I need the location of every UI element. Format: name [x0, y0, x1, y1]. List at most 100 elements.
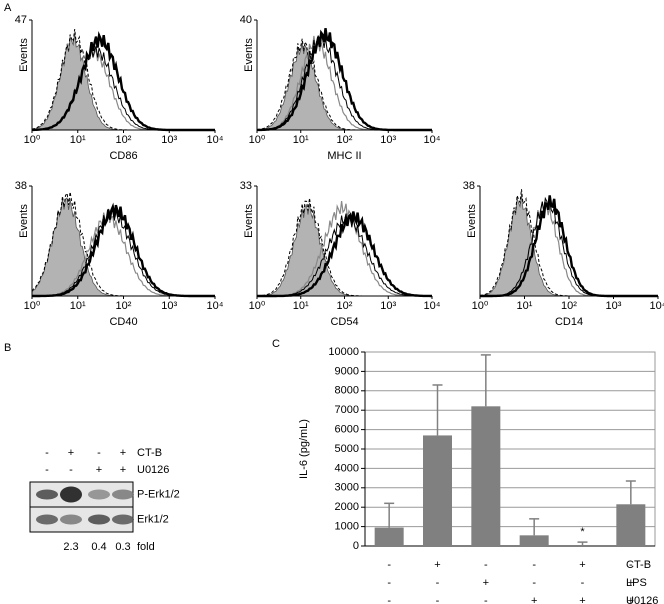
y-tick-label: 38: [463, 180, 475, 192]
x-tick-label: 10¹: [70, 134, 86, 146]
band: [36, 514, 58, 525]
x-tick-label: 10³: [161, 134, 177, 146]
x-tick-label: 10²: [561, 300, 577, 312]
blot-image: [29, 481, 134, 533]
x-tick-label: 10¹: [293, 134, 309, 146]
fold-value: 0.4: [91, 541, 106, 553]
x-tick-label: 10⁴: [424, 134, 441, 146]
y-axis-label: Events: [243, 38, 255, 72]
condition-sign: +: [531, 595, 537, 604]
condition-sign: -: [532, 577, 536, 589]
y-axis-label: Events: [18, 204, 30, 238]
condition-sign: -: [97, 447, 101, 459]
condition-name: CT-B: [137, 447, 162, 459]
condition-sign: -: [387, 577, 391, 589]
condition-sign: -: [387, 559, 391, 571]
panel-label: B: [4, 342, 11, 354]
condition-sign: -: [484, 595, 488, 604]
condition-sign: +: [628, 595, 634, 604]
x-axis-label: CD54: [330, 316, 358, 328]
condition-sign: -: [45, 464, 49, 476]
condition-sign: -: [484, 559, 488, 571]
x-tick-label: 10⁴: [424, 300, 441, 312]
condition-sign: +: [434, 559, 440, 571]
y-tick-label: 0: [353, 540, 359, 552]
condition-sign: -: [69, 464, 73, 476]
x-tick-label: 10³: [380, 300, 396, 312]
condition-sign: -: [532, 559, 536, 571]
band-label: Erk1/2: [137, 513, 169, 525]
y-tick-label: 7000: [335, 404, 359, 416]
condition-sign: +: [579, 559, 585, 571]
y-tick-label: 2000: [335, 501, 359, 513]
isotype-histogram: [256, 42, 432, 131]
y-tick-label: 3000: [335, 482, 359, 494]
y-tick-label: 10000: [328, 346, 359, 358]
x-tick-label: 10⁴: [207, 134, 224, 146]
condition-sign: -: [581, 577, 585, 589]
x-axis-label: CD40: [109, 316, 137, 328]
x-tick-label: 10²: [337, 300, 353, 312]
bar: [471, 406, 501, 546]
bar: [519, 535, 549, 546]
isotype-histogram: [256, 202, 432, 297]
x-axis-label: MHC II: [327, 150, 361, 162]
band: [112, 514, 134, 525]
x-tick-label: 10¹: [70, 300, 86, 312]
band-label: P-Erk1/2: [137, 488, 180, 500]
x-axis-label: CD86: [109, 150, 137, 162]
condition-sign: +: [68, 447, 74, 459]
x-tick-label: 10¹: [517, 300, 533, 312]
condition-sign: +: [96, 464, 102, 476]
x-tick-label: 10²: [337, 134, 353, 146]
condition-sign: -: [436, 577, 440, 589]
x-tick-label: 10⁴: [207, 300, 224, 312]
isotype-histogram: [31, 197, 215, 297]
bar: [616, 504, 646, 546]
bar: [423, 435, 452, 546]
annotation: *: [580, 526, 585, 538]
x-tick-label: 10⁰: [249, 300, 266, 312]
y-axis-label: IL-6 (pg/mL): [298, 419, 310, 479]
y-tick-label: 6000: [335, 424, 359, 436]
x-tick-label: 10⁴: [650, 300, 664, 312]
band: [36, 489, 58, 500]
y-axis-label: Events: [243, 204, 255, 238]
y-tick-label: 5000: [335, 443, 359, 455]
y-axis-label: Events: [466, 204, 478, 238]
x-tick-label: 10³: [161, 300, 177, 312]
y-tick-label: 47: [15, 14, 27, 26]
x-tick-label: 10⁰: [472, 300, 489, 312]
band: [88, 514, 110, 525]
x-tick-label: 10¹: [293, 300, 309, 312]
x-tick-label: 10³: [606, 300, 622, 312]
condition-sign: +: [120, 464, 126, 476]
condition-name: CT-B: [626, 559, 651, 571]
condition-sign: +: [628, 577, 634, 589]
fold-label: fold: [137, 541, 155, 553]
panel-label: A: [4, 2, 12, 14]
x-tick-label: 10²: [116, 134, 132, 146]
x-axis-label: CD14: [555, 316, 583, 328]
fold-value: 2.3: [63, 541, 78, 553]
control-histogram: [479, 189, 658, 297]
x-tick-label: 10⁰: [249, 134, 266, 146]
y-tick-label: 8000: [335, 385, 359, 397]
condition-sign: -: [436, 595, 440, 604]
band: [60, 486, 82, 503]
y-axis-label: Events: [18, 38, 30, 72]
x-tick-label: 10³: [380, 134, 396, 146]
condition-sign: -: [45, 447, 49, 459]
condition-sign: +: [120, 447, 126, 459]
band: [88, 489, 110, 500]
band: [60, 514, 82, 525]
condition-name: LPS: [626, 577, 647, 589]
x-tick-label: 10⁰: [24, 300, 41, 312]
y-tick-label: 40: [240, 14, 252, 26]
y-tick-label: 38: [15, 180, 27, 192]
condition-sign: -: [629, 559, 633, 571]
condition-sign: -: [387, 595, 391, 604]
x-tick-label: 10⁰: [24, 134, 41, 146]
